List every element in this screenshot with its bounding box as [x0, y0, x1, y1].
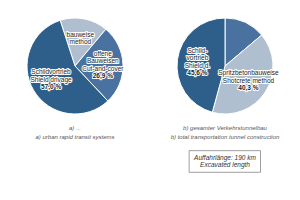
slice-label: Schild-vortriebShield d. [185, 47, 210, 69]
data-label: 40,3 % [238, 84, 258, 92]
slice-labels: bauweisemethod offeneBauweisenCut-and-cov… [30, 31, 124, 92]
slice-label: SchildvortriebShield drivage [30, 68, 72, 84]
subtitle: b) gesamter Verkehrstunnelbau [183, 125, 267, 131]
slice-label: SpritzbetonbauweiseShotcrete method [218, 69, 279, 84]
pie: bauweisemethod offeneBauweisenCut-and-cov… [27, 18, 124, 114]
annotation-text: Auffahrlänge: 190 kmExcavated length [193, 154, 256, 170]
annotation: Auffahrlänge: 190 kmExcavated length [189, 151, 260, 173]
annotation-box [189, 151, 260, 173]
subtitle: b) total transportation tunnel construct… [171, 134, 280, 140]
slice-label: offeneBauweisenCut-and-cover [82, 50, 124, 72]
subtitle: a) urban rapid transit systems [35, 134, 114, 140]
pie-slice [177, 18, 225, 112]
slice-label: bauweisemethod [67, 31, 95, 46]
pie: SpritzbetonbauweiseShotcrete method40,3 … [177, 18, 279, 114]
chart: bauweisemethod offeneBauweisenCut-and-cov… [0, 0, 300, 200]
data-label: 45,6 % [187, 69, 207, 77]
data-label: 57,0 % [41, 83, 61, 91]
data-label: 26,9 % [93, 72, 113, 80]
slice-labels: SpritzbetonbauweiseShotcrete method40,3 … [185, 47, 279, 92]
subtitle: a) ... [69, 125, 81, 131]
